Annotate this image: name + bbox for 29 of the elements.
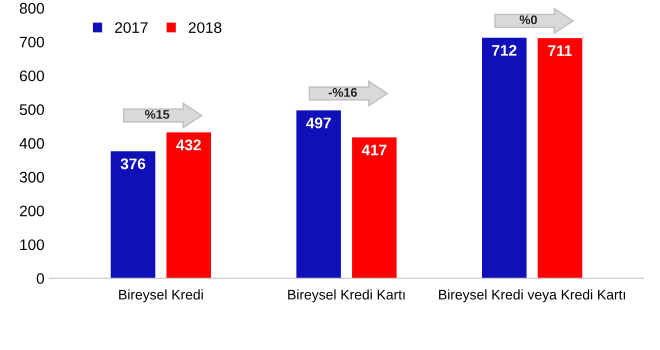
bar <box>482 38 527 278</box>
x-tick-label: Bireysel Kredi veya Kredi Kartı <box>439 289 625 302</box>
data-label: 712 <box>492 44 516 56</box>
y-tick-label: 400 <box>20 138 44 149</box>
y-tick-label: 700 <box>20 36 44 48</box>
x-tick-label: Bireysel Kredi Kartı <box>288 289 405 302</box>
data-label: 376 <box>120 158 146 170</box>
annotation: %15 <box>144 110 170 119</box>
bar <box>166 132 211 278</box>
y-tick-label: 600 <box>20 70 44 82</box>
y-tick-label: 200 <box>20 206 44 216</box>
data-label: 417 <box>362 144 386 156</box>
bar <box>110 151 156 278</box>
bar <box>296 110 341 278</box>
legend-label: 2017 <box>115 22 148 34</box>
data-label: 711 <box>548 45 572 56</box>
annotation: -%16 <box>328 88 357 97</box>
y-tick-label: 0 <box>36 273 44 284</box>
bar <box>538 38 582 278</box>
data-label: 432 <box>176 140 201 150</box>
y-tick-label: 800 <box>20 2 44 14</box>
y-tick-label: 500 <box>20 104 44 116</box>
bar <box>352 137 397 278</box>
legend-label: 2018 <box>188 22 222 34</box>
annotation: %0 <box>520 15 537 24</box>
y-tick-label: 300 <box>20 172 44 183</box>
y-tick-label: 100 <box>20 239 44 250</box>
x-tick-label: Bireysel Kredi <box>119 289 203 302</box>
data-label: 497 <box>306 118 331 128</box>
